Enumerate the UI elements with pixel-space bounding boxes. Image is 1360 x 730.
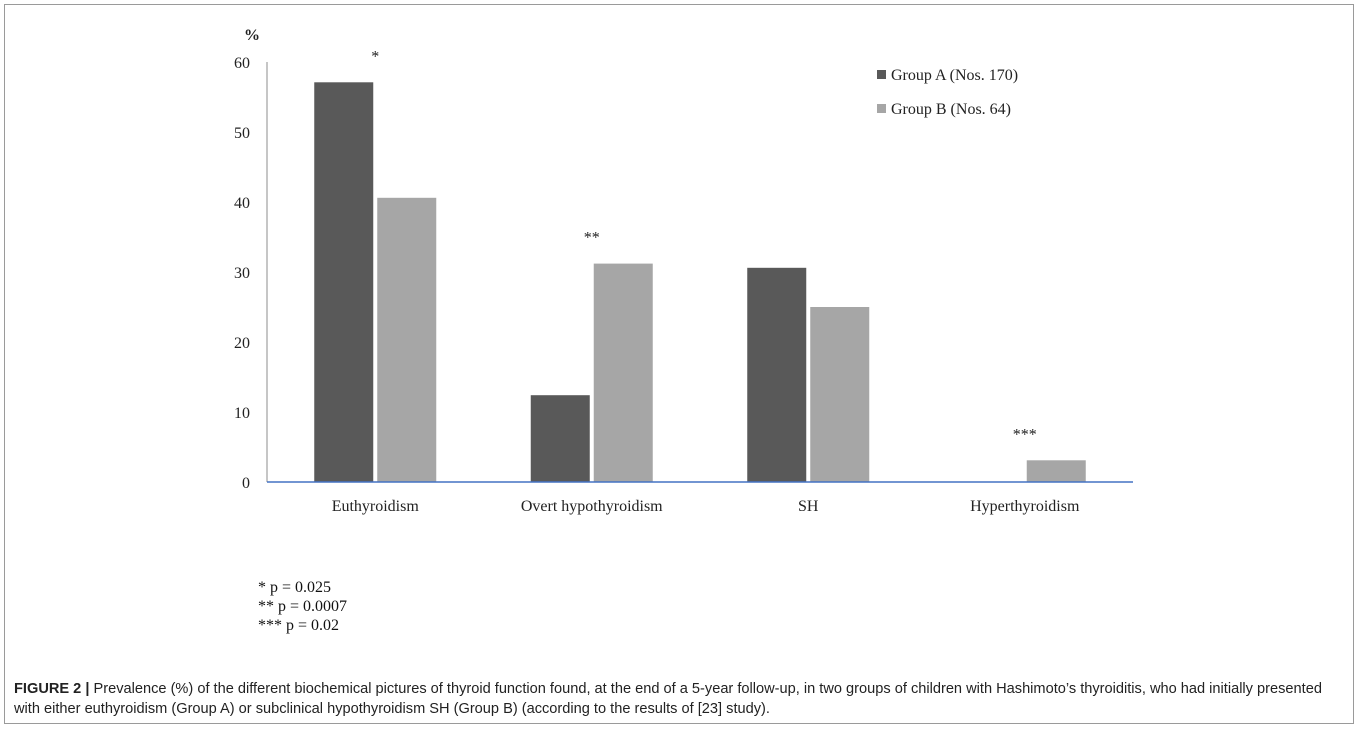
bar-group-a (747, 267, 807, 482)
y-tick-label: 30 (234, 265, 250, 282)
x-tick-label: Overt hypothyroidism (521, 498, 663, 515)
note-3: *** p = 0.02 (258, 617, 340, 634)
legend-swatch (877, 70, 886, 79)
bar-group-b (810, 307, 870, 482)
y-tick-label: 60 (234, 55, 250, 72)
legend-swatch (877, 104, 886, 113)
significance-marker: ** (584, 230, 600, 247)
bar-group-a (314, 82, 374, 483)
bar-group-a (530, 395, 590, 482)
y-tick-label: 50 (234, 125, 250, 142)
figure-caption: FIGURE 2 | Prevalence (%) of the differe… (14, 679, 1344, 719)
bar-group-b (377, 197, 437, 483)
note-2: ** p = 0.0007 (258, 598, 348, 615)
note-1: * p = 0.025 (258, 579, 332, 596)
bar-group-b (1026, 460, 1086, 482)
legend-label: Group A (Nos. 170) (891, 67, 1018, 84)
x-tick-label: Euthyroidism (332, 498, 420, 515)
figure-frame (4, 4, 1354, 724)
significance-marker: * (371, 48, 379, 65)
x-tick-label: Hyperthyroidism (970, 498, 1080, 515)
caption-text: Prevalence (%) of the different biochemi… (14, 681, 1322, 717)
legend-label: Group B (Nos. 64) (891, 101, 1011, 118)
x-tick-label: SH (798, 498, 819, 515)
caption-label: FIGURE 2 | (14, 681, 90, 697)
y-tick-label: 40 (234, 195, 250, 212)
y-tick-label: 10 (234, 405, 250, 422)
significance-notes: * p = 0.025 ** p = 0.0007 *** p = 0.02 (258, 578, 347, 635)
bar-chart: 0 10 20 30 40 50 60% Euthyroidism Overt hypothyr… (234, 27, 1133, 515)
significance-marker: *** (1013, 426, 1037, 443)
y-tick-label: 20 (234, 335, 250, 352)
y-tick-label: 0 (242, 475, 250, 492)
y-axis-label: % (244, 27, 260, 44)
bar-group-b (593, 263, 653, 482)
